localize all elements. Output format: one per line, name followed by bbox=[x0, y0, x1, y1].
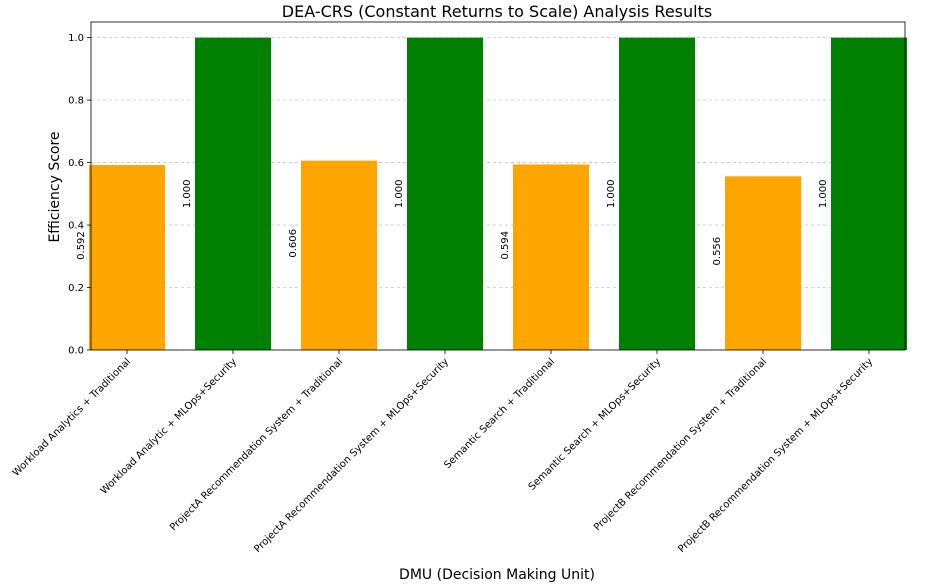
bar bbox=[407, 37, 483, 350]
y-tick-label: 0.0 bbox=[68, 346, 84, 357]
x-tick-label: Semantic Search + MLOps+Security bbox=[527, 356, 663, 492]
bar-value-label: 0.594 bbox=[500, 231, 511, 260]
x-tick-label: Semantic Search + Traditional bbox=[442, 356, 557, 471]
plot-frame bbox=[90, 21, 906, 351]
bar-value-label: 0.606 bbox=[288, 229, 299, 258]
bar bbox=[831, 37, 907, 350]
bar-value-label: 1.000 bbox=[818, 179, 829, 208]
x-tick-label: ProjectA Recommendation System + MLOps+S… bbox=[252, 356, 451, 555]
bar bbox=[619, 37, 695, 350]
y-tick-label: 0.4 bbox=[68, 221, 84, 232]
y-tick-label: 0.2 bbox=[68, 283, 84, 294]
chart-title: DEA-CRS (Constant Returns to Scale) Anal… bbox=[282, 2, 712, 21]
y-tick-label: 0.6 bbox=[68, 158, 84, 169]
bar-value-label: 1.000 bbox=[394, 179, 405, 208]
x-tick-label: ProjectA Recommendation System + Traditi… bbox=[168, 356, 345, 533]
x-tick-label: ProjectB Recommendation System + MLOps+S… bbox=[676, 356, 875, 555]
y-tick-label: 1.0 bbox=[68, 33, 84, 44]
bar bbox=[513, 164, 589, 350]
bar-value-label: 0.556 bbox=[712, 237, 723, 266]
bar bbox=[195, 37, 271, 350]
bar bbox=[725, 176, 801, 350]
bar-value-label: 1.000 bbox=[182, 179, 193, 208]
bar-value-label: 0.592 bbox=[76, 231, 87, 260]
x-tick-label: Workload Analytics + Traditional bbox=[11, 356, 133, 478]
x-tick-label: ProjectB Recommendation System + Traditi… bbox=[592, 356, 769, 533]
y-tick-label: 0.8 bbox=[68, 96, 84, 107]
x-axis-title: DMU (Decision Making Unit) bbox=[399, 567, 595, 583]
bar bbox=[89, 165, 165, 350]
y-axis-title: Efficiency Score bbox=[47, 131, 63, 242]
bar-value-label: 1.000 bbox=[606, 179, 617, 208]
bar bbox=[301, 160, 377, 350]
